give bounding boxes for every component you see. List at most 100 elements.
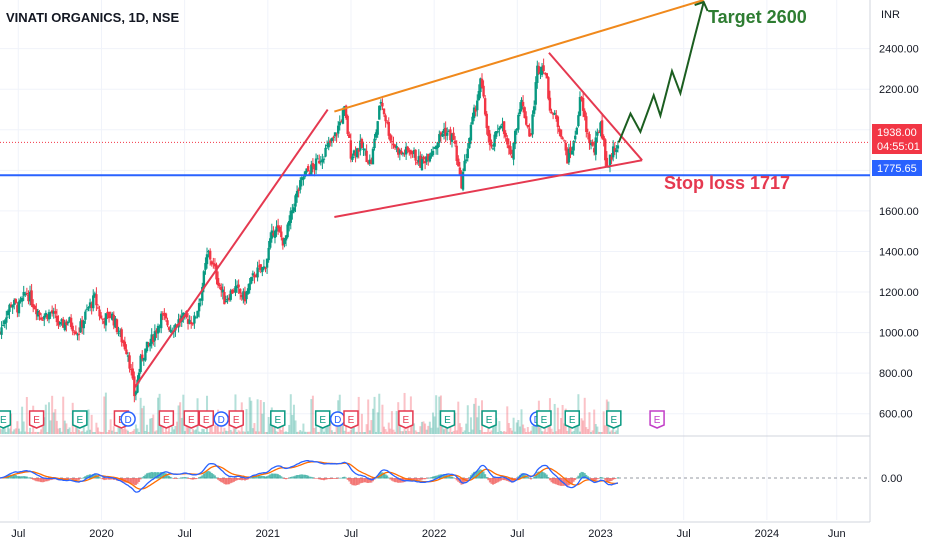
volume-bar	[16, 421, 19, 434]
volume-bar	[334, 431, 337, 434]
candle-body	[493, 134, 496, 147]
volume-bar	[92, 431, 95, 434]
volume-bar	[253, 423, 256, 434]
candle-body	[24, 293, 27, 295]
candle-body	[139, 355, 142, 372]
candle-body	[19, 299, 22, 302]
volume-bar	[504, 431, 507, 434]
candle-body	[141, 354, 144, 359]
candle-body	[289, 210, 292, 223]
candle-body	[134, 391, 138, 395]
volume-bar	[223, 427, 226, 434]
volume-bar	[169, 431, 172, 434]
dividend-marker	[120, 411, 136, 427]
volume-bar	[610, 430, 613, 434]
histogram-bar	[330, 478, 333, 479]
candle-body	[591, 142, 594, 146]
event-marker-label: E	[654, 415, 661, 426]
candle-body	[297, 189, 300, 191]
volume-bar	[466, 405, 469, 434]
volume-bar	[381, 404, 384, 434]
candle-body	[68, 317, 71, 322]
candle-body	[469, 124, 473, 141]
histogram-bar	[597, 478, 600, 479]
candle-body	[564, 142, 567, 151]
candle-body	[103, 320, 106, 324]
volume-bar	[307, 431, 310, 434]
volume-bar	[245, 409, 248, 434]
candle-body	[283, 238, 286, 245]
candle-body	[54, 311, 57, 314]
histogram-bar	[326, 478, 329, 480]
histogram-bar	[109, 478, 112, 480]
histogram-bar	[66, 478, 69, 480]
histogram-bar	[484, 474, 487, 479]
histogram-bar	[108, 478, 111, 480]
candle-body	[13, 299, 16, 306]
histogram-bar	[283, 478, 286, 479]
support-price-tag: 1775.65	[872, 160, 922, 176]
candle-body	[507, 145, 511, 149]
histogram-bar	[307, 475, 310, 479]
histogram-bar	[394, 478, 397, 483]
histogram-bar	[234, 478, 237, 481]
candle-body	[490, 144, 493, 147]
candle-body	[229, 290, 232, 300]
histogram-bar	[255, 476, 258, 479]
candle-body	[349, 140, 353, 159]
candle-body	[605, 157, 609, 167]
volume-bar	[201, 428, 204, 434]
candle-body	[20, 297, 24, 302]
candle-body	[194, 317, 198, 319]
histogram-bar	[30, 478, 33, 479]
candle-body	[332, 136, 335, 138]
candle-body	[336, 125, 340, 134]
histogram-bar	[76, 478, 79, 480]
volume-bar	[447, 431, 450, 434]
histogram-bar	[131, 478, 134, 485]
volume-bar	[218, 431, 221, 434]
volume-bar	[550, 428, 553, 434]
histogram-bar	[501, 478, 504, 480]
candle-body	[253, 274, 256, 278]
event-marker-label: E	[203, 415, 210, 426]
volume-bar	[427, 425, 430, 434]
volume-bar	[258, 431, 261, 434]
candle-body	[327, 142, 330, 148]
candle-body	[592, 148, 596, 153]
volume-bar	[164, 428, 167, 434]
volume-bar	[239, 431, 242, 434]
volume-bar	[349, 430, 352, 434]
histogram-bar	[261, 475, 264, 479]
histogram-bar	[155, 472, 158, 479]
histogram-bar	[175, 478, 178, 479]
candle-body	[551, 113, 555, 115]
candle-body	[363, 149, 367, 151]
candle-body	[205, 254, 209, 265]
candle-body	[114, 318, 117, 328]
candle-body	[69, 317, 73, 328]
volume-bar	[115, 431, 118, 434]
volume-bar	[297, 431, 300, 434]
histogram-bar	[127, 478, 130, 483]
histogram-bar	[389, 478, 392, 480]
candle-body	[325, 144, 329, 146]
volume-bar	[150, 418, 153, 434]
candle-body	[378, 105, 381, 120]
volume-bar	[531, 425, 534, 434]
volume-bar	[117, 426, 120, 434]
candle-body	[517, 114, 520, 130]
candle-body	[242, 291, 245, 300]
volume-bar	[142, 405, 145, 434]
candle-body	[471, 116, 474, 125]
histogram-bar	[213, 475, 216, 479]
candle-body	[611, 146, 615, 158]
candle-body	[182, 312, 185, 319]
candle-body	[596, 132, 599, 136]
volume-bar	[601, 431, 604, 434]
volume-bar	[209, 424, 212, 434]
volume-bar	[593, 409, 596, 434]
candle-body	[466, 148, 469, 159]
volume-bar	[367, 399, 370, 434]
volume-bar	[0, 429, 3, 434]
